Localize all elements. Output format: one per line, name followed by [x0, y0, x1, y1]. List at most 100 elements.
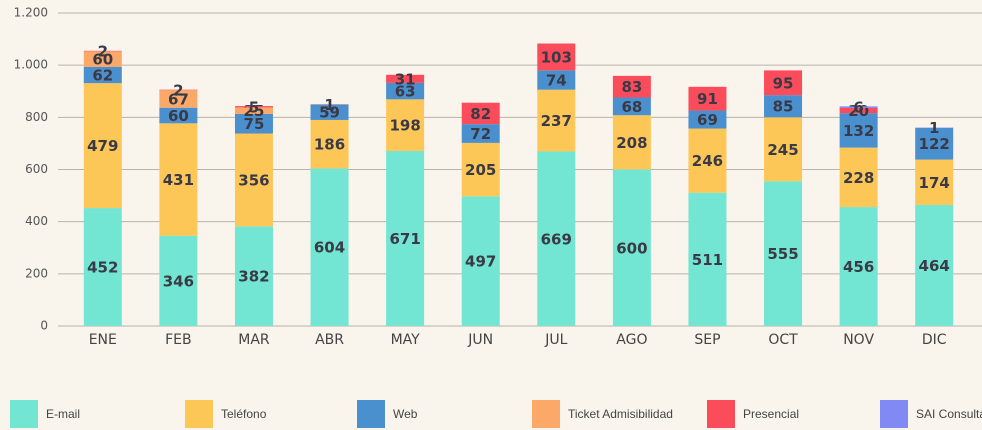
data-label: 1 — [324, 96, 334, 114]
legend-label: E-mail — [46, 407, 80, 421]
bar-segment — [386, 74, 425, 83]
data-label: 431 — [163, 171, 194, 189]
bar-segment — [234, 226, 273, 326]
data-label: 95 — [773, 74, 794, 92]
data-label: 497 — [465, 253, 496, 271]
data-label: 91 — [697, 90, 718, 108]
data-label: 174 — [919, 174, 950, 192]
data-label: 246 — [692, 152, 723, 170]
data-label: 60 — [168, 107, 189, 125]
legend-swatch — [707, 400, 735, 428]
bar-segment — [461, 142, 500, 197]
bar-segment — [461, 196, 500, 326]
data-label: 452 — [87, 259, 118, 277]
bar-segment — [915, 159, 954, 205]
bar-segment — [764, 70, 803, 96]
data-label: 67 — [168, 90, 189, 108]
bar-segment — [537, 89, 576, 152]
bar-segment — [612, 75, 651, 98]
data-label: 228 — [843, 169, 874, 187]
data-label: 604 — [314, 239, 345, 257]
data-label: 85 — [773, 98, 794, 116]
bar-segment — [537, 70, 576, 90]
bar-segment — [537, 151, 576, 326]
bar-segment — [159, 107, 198, 124]
bar-segment — [839, 106, 878, 108]
bar-segment — [612, 97, 651, 116]
data-label: 63 — [395, 83, 416, 101]
bar-segment — [310, 119, 349, 169]
legend-label: Teléfono — [221, 407, 267, 421]
data-label: 456 — [843, 258, 874, 276]
data-label: 103 — [541, 48, 572, 66]
x-tick-label: SEP — [694, 332, 720, 348]
bar-segment — [915, 204, 954, 326]
bar-segment — [915, 127, 954, 160]
legend-swatch — [532, 400, 560, 428]
bar-segment — [159, 235, 198, 326]
data-label: 346 — [163, 272, 194, 290]
data-label: 198 — [389, 117, 420, 135]
data-label: 600 — [616, 239, 647, 257]
data-label: 83 — [621, 78, 642, 96]
x-tick-label: JUN — [467, 332, 493, 348]
bar-segment — [386, 99, 425, 151]
data-label: 511 — [692, 251, 723, 269]
legend-label: Web — [393, 407, 418, 421]
bar-segment — [234, 113, 273, 134]
data-label: 60 — [92, 51, 113, 69]
bar-segment — [386, 150, 425, 326]
x-tick-label: DIC — [922, 332, 947, 348]
data-label: 479 — [87, 137, 118, 155]
y-tick-label: 200 — [25, 266, 48, 280]
data-label: 671 — [389, 230, 420, 248]
legend-label: Presencial — [743, 407, 799, 421]
data-label: 132 — [843, 122, 874, 140]
data-label: 62 — [92, 67, 113, 85]
bar-segment — [764, 117, 803, 182]
data-label: 382 — [238, 268, 269, 286]
bar-segment — [688, 110, 727, 129]
y-tick-label: 600 — [25, 162, 48, 176]
bar-segment — [688, 192, 727, 326]
bar-segment — [310, 168, 349, 326]
legend-label: Ticket Admisibilidad — [568, 407, 673, 421]
x-tick-label: ABR — [315, 332, 344, 348]
data-label: 555 — [767, 245, 798, 263]
bar-segment — [461, 102, 500, 125]
bar-segment — [688, 86, 727, 111]
data-label: 186 — [314, 136, 345, 154]
x-tick-label: MAR — [238, 332, 270, 348]
bar-segment — [159, 89, 198, 91]
x-tick-label: FEB — [165, 332, 192, 348]
bar-segment — [234, 133, 273, 227]
data-label: 464 — [919, 257, 950, 275]
data-label: 68 — [621, 98, 642, 116]
bar-segment — [839, 113, 878, 148]
bar-segment — [612, 115, 651, 170]
data-label: 205 — [465, 161, 496, 179]
legend-swatch — [10, 400, 38, 428]
legend-swatch — [357, 400, 385, 428]
bar-segment — [839, 147, 878, 208]
data-label: 72 — [470, 125, 491, 143]
y-tick-label: 1.200 — [14, 6, 48, 20]
legend-swatch — [185, 400, 213, 428]
data-label: 75 — [244, 115, 265, 133]
data-label: 82 — [470, 105, 491, 123]
bar-segment — [764, 95, 803, 118]
y-tick-label: 800 — [25, 110, 48, 124]
bar-segment — [83, 50, 122, 52]
data-label: 2 — [173, 81, 183, 99]
bar-segment — [83, 51, 122, 67]
data-label: 245 — [767, 141, 798, 159]
legend-label: SAI Consulta — [916, 407, 982, 421]
data-label: 5 — [249, 98, 259, 116]
bar-segment — [839, 107, 878, 114]
x-tick-label: MAY — [391, 332, 421, 348]
bar-segment — [537, 43, 576, 71]
legend-swatch — [880, 400, 908, 428]
y-tick-label: 1.000 — [14, 58, 48, 72]
x-tick-label: OCT — [768, 332, 798, 348]
